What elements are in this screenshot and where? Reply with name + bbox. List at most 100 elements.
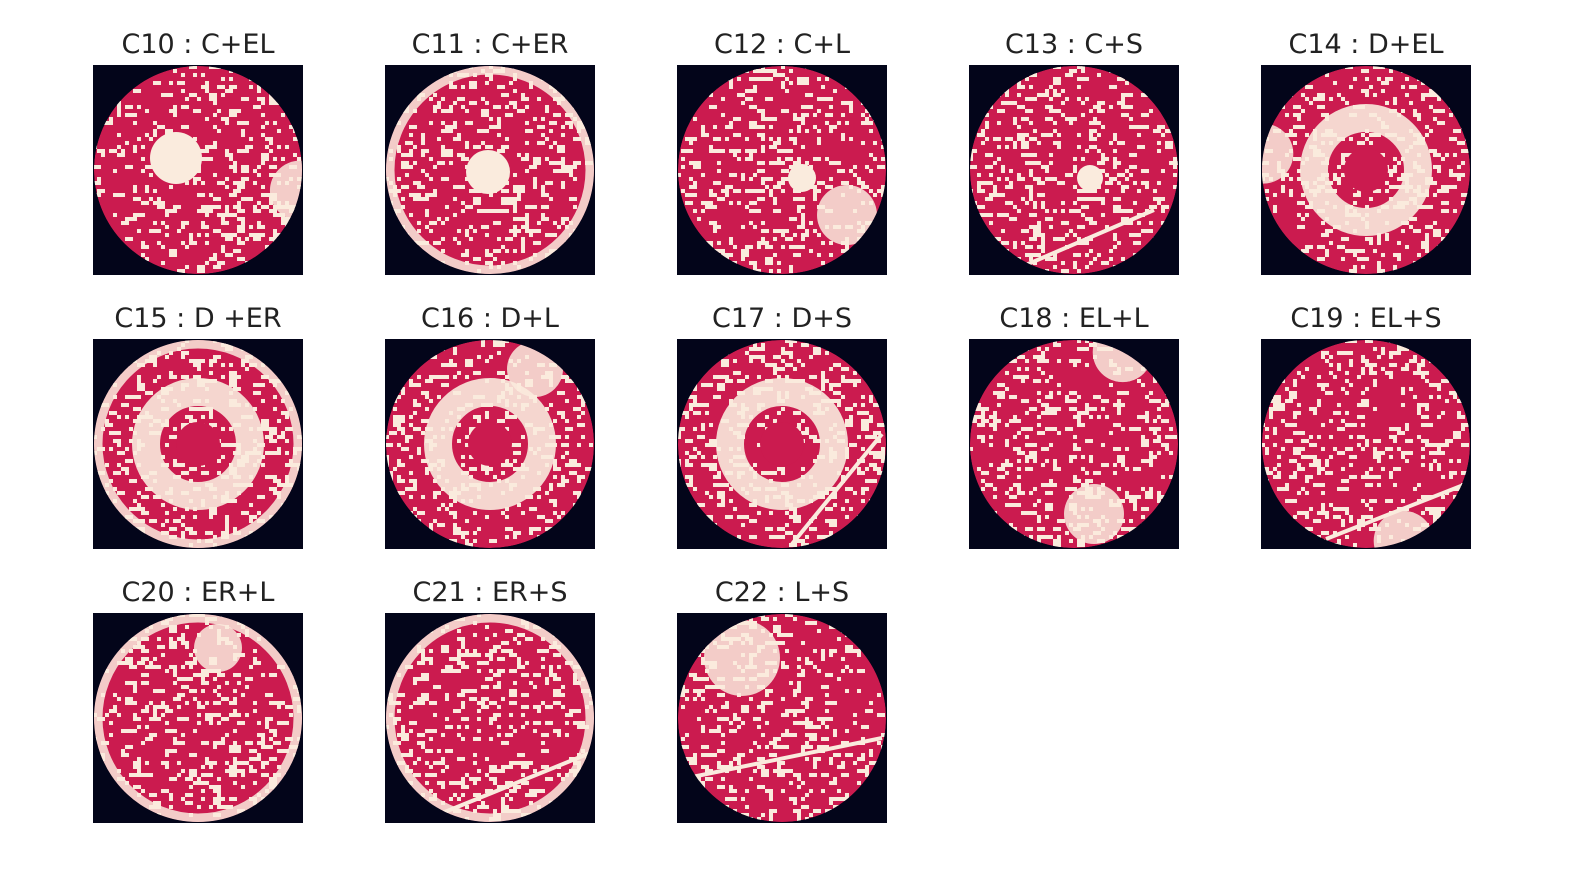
- noise-die: [805, 93, 813, 97]
- noise-die: [1325, 391, 1333, 395]
- noise-die: [801, 379, 805, 383]
- noise-die: [1041, 233, 1045, 237]
- noise-die: [409, 149, 413, 153]
- noise-die: [1037, 193, 1041, 197]
- noise-die: [1397, 257, 1401, 261]
- noise-die: [745, 205, 749, 209]
- noise-die: [141, 213, 145, 217]
- noise-die: [413, 383, 417, 387]
- noise-die: [1121, 499, 1125, 503]
- noise-die: [545, 519, 553, 523]
- noise-die: [973, 407, 981, 411]
- noise-die: [1025, 359, 1029, 363]
- noise-die: [561, 217, 569, 221]
- noise-die: [709, 439, 717, 443]
- noise-die: [845, 467, 849, 471]
- noise-die: [1045, 177, 1049, 181]
- noise-die: [225, 121, 229, 125]
- noise-die: [465, 109, 469, 113]
- noise-die: [769, 145, 777, 149]
- noise-die: [577, 479, 581, 483]
- noise-die: [241, 511, 249, 515]
- noise-die: [1301, 109, 1305, 113]
- noise-die: [197, 177, 201, 181]
- noise-die: [789, 137, 797, 141]
- noise-die: [577, 423, 585, 427]
- noise-die: [1069, 459, 1073, 463]
- noise-die: [209, 93, 213, 97]
- noise-die: [141, 169, 145, 173]
- noise-die: [805, 105, 813, 109]
- noise-die: [829, 161, 833, 165]
- noise-die: [489, 125, 493, 129]
- noise-die: [1341, 173, 1345, 177]
- noise-die: [133, 507, 137, 511]
- noise-die: [1053, 109, 1061, 113]
- noise-die: [1377, 237, 1381, 241]
- noise-die: [869, 479, 873, 483]
- noise-die: [1009, 395, 1017, 399]
- noise-die: [801, 145, 805, 149]
- noise-die: [1073, 233, 1077, 237]
- noise-die: [1145, 185, 1149, 189]
- noise-die: [1025, 411, 1029, 415]
- noise-die: [265, 435, 273, 439]
- noise-die: [1073, 165, 1077, 169]
- noise-die: [725, 185, 733, 189]
- noise-die: [173, 209, 177, 213]
- noise-die: [993, 137, 997, 141]
- noise-die: [837, 121, 841, 125]
- noise-die: [793, 511, 797, 515]
- noise-die: [753, 69, 757, 73]
- noise-die: [293, 137, 301, 141]
- noise-die: [801, 343, 809, 347]
- noise-die: [121, 467, 129, 471]
- noise-die: [1025, 367, 1029, 371]
- noise-die: [473, 511, 477, 515]
- noise-die: [161, 245, 165, 249]
- noise-die: [1433, 519, 1437, 523]
- noise-die: [761, 145, 765, 149]
- noise-die: [421, 153, 425, 157]
- noise-die: [753, 201, 757, 205]
- noise-die: [1341, 157, 1345, 161]
- noise-die: [841, 395, 845, 399]
- noise-die: [829, 387, 833, 391]
- noise-die: [981, 487, 985, 491]
- noise-die: [1409, 451, 1413, 455]
- donut-defect: [716, 378, 848, 510]
- noise-die: [189, 415, 193, 419]
- noise-die: [1057, 237, 1065, 241]
- noise-die: [821, 387, 825, 391]
- noise-die: [729, 85, 733, 89]
- noise-die: [441, 145, 445, 149]
- noise-die: [165, 531, 169, 535]
- noise-die: [1017, 355, 1025, 359]
- noise-die: [689, 161, 697, 165]
- noise-die: [1413, 229, 1417, 233]
- noise-die: [993, 427, 997, 431]
- noise-die: [109, 479, 113, 483]
- noise-die: [1409, 85, 1417, 89]
- noise-die: [761, 77, 769, 81]
- noise-die: [769, 161, 773, 165]
- noise-die: [701, 201, 705, 205]
- noise-die: [981, 419, 989, 423]
- noise-die: [185, 181, 189, 185]
- noise-die: [1341, 467, 1345, 471]
- noise-die: [733, 117, 741, 121]
- noise-die: [1117, 407, 1121, 411]
- noise-die: [137, 407, 141, 411]
- noise-die: [993, 411, 997, 415]
- noise-die: [1037, 245, 1045, 249]
- noise-die: [261, 205, 265, 209]
- noise-die: [241, 133, 245, 137]
- noise-die: [1057, 391, 1061, 395]
- noise-die: [1365, 93, 1369, 97]
- noise-die: [1053, 543, 1061, 547]
- noise-die: [1009, 359, 1017, 363]
- noise-die: [705, 411, 709, 415]
- noise-die: [393, 419, 401, 423]
- noise-die: [709, 467, 713, 471]
- noise-die: [817, 97, 821, 101]
